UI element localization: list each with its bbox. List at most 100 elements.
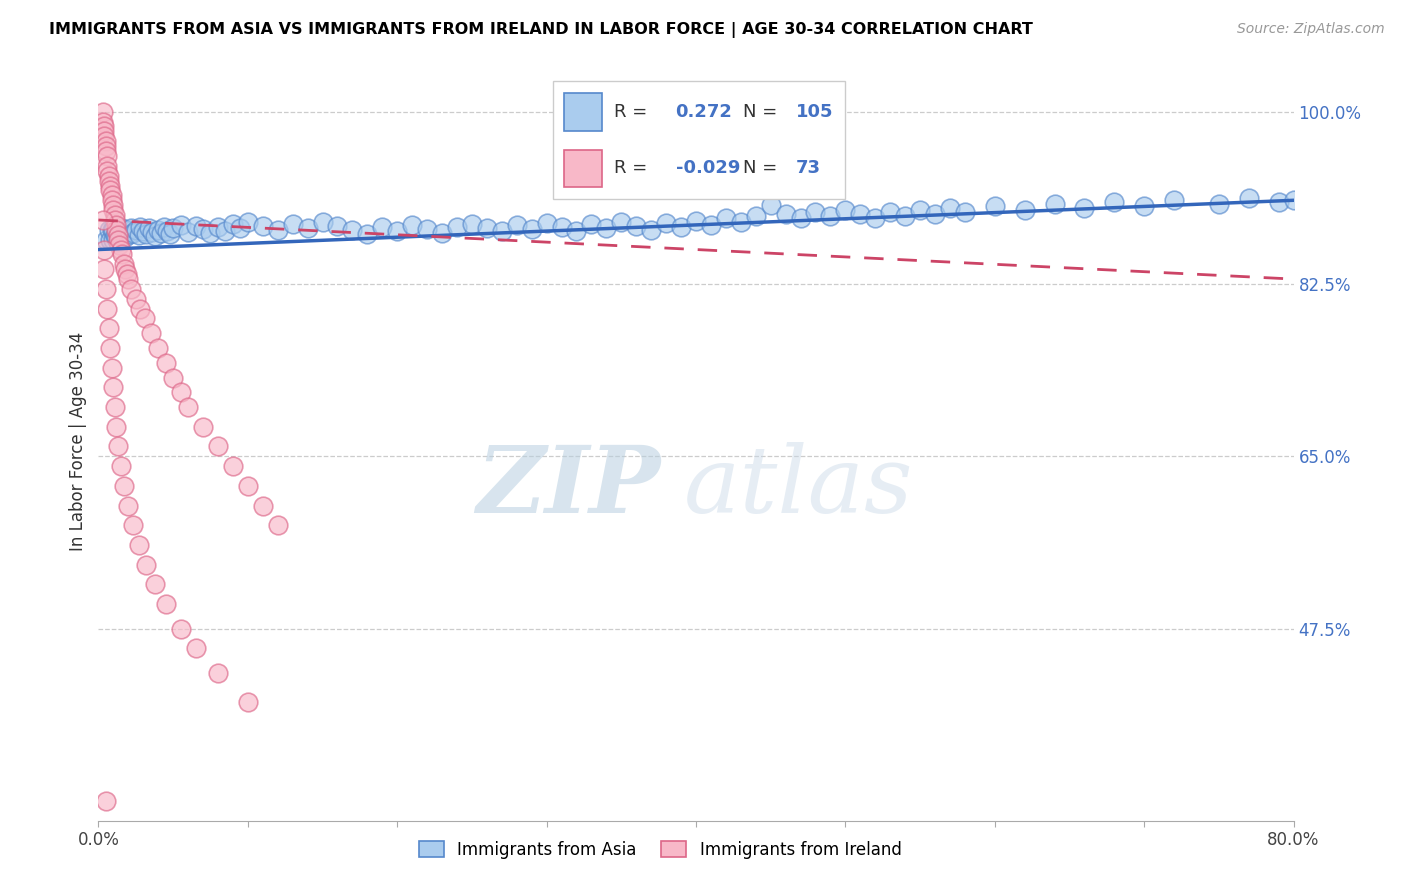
Point bbox=[834, 203, 856, 218]
Point bbox=[745, 209, 768, 223]
Point bbox=[1043, 197, 1066, 211]
Point bbox=[281, 217, 304, 231]
Point bbox=[107, 235, 129, 249]
Point bbox=[118, 227, 141, 241]
Point bbox=[97, 169, 120, 183]
Point bbox=[101, 360, 124, 375]
Point bbox=[169, 218, 191, 232]
Point bbox=[135, 558, 157, 572]
Point bbox=[111, 220, 134, 235]
Point bbox=[128, 538, 150, 552]
Point bbox=[207, 219, 229, 234]
Point bbox=[159, 227, 181, 241]
Point bbox=[229, 220, 252, 235]
Point bbox=[714, 211, 737, 225]
Point bbox=[953, 205, 976, 219]
Point bbox=[162, 370, 184, 384]
Point bbox=[865, 211, 887, 225]
Point bbox=[236, 696, 259, 710]
Point bbox=[565, 224, 588, 238]
Point bbox=[759, 198, 782, 212]
Point bbox=[191, 419, 214, 434]
Point bbox=[191, 222, 214, 236]
Point bbox=[93, 262, 115, 277]
Point bbox=[1282, 194, 1305, 208]
Point bbox=[141, 225, 163, 239]
Point bbox=[107, 227, 129, 242]
Point bbox=[1372, 173, 1395, 187]
Point bbox=[385, 224, 409, 238]
Point bbox=[94, 233, 117, 247]
Point bbox=[110, 459, 132, 474]
Point bbox=[177, 225, 200, 239]
Point bbox=[93, 120, 115, 134]
Point bbox=[105, 230, 128, 244]
Point bbox=[669, 219, 692, 234]
Point bbox=[1237, 191, 1260, 205]
Text: ZIP: ZIP bbox=[475, 442, 661, 532]
Point bbox=[101, 188, 124, 202]
Point bbox=[98, 178, 122, 193]
Point bbox=[103, 380, 125, 394]
Point bbox=[107, 233, 129, 247]
Point bbox=[105, 223, 128, 237]
Point bbox=[1073, 201, 1095, 215]
Point bbox=[121, 226, 143, 240]
Point bbox=[252, 219, 274, 233]
Point bbox=[849, 207, 872, 221]
Point bbox=[129, 219, 152, 234]
Point bbox=[939, 201, 962, 215]
Point bbox=[401, 218, 423, 232]
Point bbox=[894, 209, 917, 223]
Point bbox=[98, 233, 122, 247]
Point bbox=[93, 129, 115, 144]
Point bbox=[94, 139, 117, 153]
Point bbox=[520, 222, 543, 236]
Point bbox=[207, 440, 229, 454]
Point bbox=[169, 385, 191, 400]
Point bbox=[214, 224, 236, 238]
Point bbox=[924, 207, 946, 221]
Point bbox=[139, 326, 162, 341]
Point bbox=[267, 518, 290, 533]
Point bbox=[371, 219, 394, 234]
Point bbox=[461, 217, 484, 231]
Text: Source: ZipAtlas.com: Source: ZipAtlas.com bbox=[1237, 22, 1385, 37]
Point bbox=[103, 203, 125, 218]
Point bbox=[94, 794, 117, 808]
Point bbox=[105, 419, 128, 434]
Point bbox=[115, 224, 138, 238]
Point bbox=[804, 205, 827, 219]
Point bbox=[222, 217, 245, 231]
Point bbox=[114, 262, 136, 277]
Point bbox=[775, 207, 797, 221]
Point bbox=[536, 216, 558, 230]
Point bbox=[103, 223, 125, 237]
Point bbox=[156, 224, 179, 238]
Point bbox=[506, 218, 529, 232]
Point bbox=[169, 622, 191, 636]
Point bbox=[125, 223, 148, 237]
Point bbox=[112, 479, 135, 493]
Point bbox=[655, 216, 678, 230]
Point bbox=[610, 215, 633, 229]
Point bbox=[1133, 199, 1156, 213]
Point bbox=[908, 203, 931, 218]
Point bbox=[148, 341, 170, 355]
Point bbox=[117, 223, 139, 237]
Point bbox=[1163, 194, 1185, 208]
Point bbox=[150, 226, 173, 240]
Point bbox=[236, 215, 259, 229]
Point bbox=[1267, 195, 1289, 210]
Point bbox=[184, 641, 207, 656]
Point bbox=[297, 220, 319, 235]
Point bbox=[120, 220, 142, 235]
Point bbox=[110, 243, 132, 257]
Point bbox=[98, 341, 122, 355]
Point bbox=[94, 134, 117, 148]
Point bbox=[97, 223, 120, 237]
Point bbox=[112, 227, 135, 241]
Point bbox=[96, 163, 118, 178]
Point bbox=[107, 440, 129, 454]
Point bbox=[416, 222, 439, 236]
